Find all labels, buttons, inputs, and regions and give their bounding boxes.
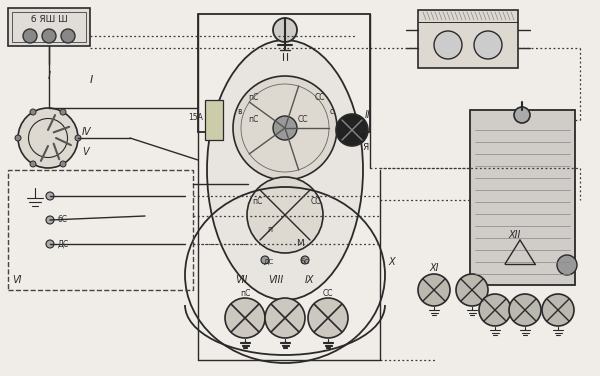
Circle shape	[514, 107, 530, 123]
Circle shape	[474, 31, 502, 59]
Circle shape	[308, 298, 348, 338]
Circle shape	[15, 135, 21, 141]
Bar	[198, 14, 370, 132]
Text: III: III	[360, 125, 368, 135]
Text: ДС: ДС	[264, 259, 274, 265]
Text: IX: IX	[305, 275, 314, 285]
Circle shape	[336, 114, 368, 146]
Bar	[12, 12, 86, 42]
Ellipse shape	[207, 40, 363, 300]
Text: V: V	[82, 147, 89, 157]
Text: I: I	[90, 75, 93, 85]
Circle shape	[61, 29, 75, 43]
Text: M: M	[296, 238, 304, 247]
Text: бС: бС	[58, 215, 68, 224]
Bar	[8, 170, 193, 290]
Text: б ЯШ Ш: б ЯШ Ш	[31, 15, 67, 24]
Circle shape	[273, 116, 297, 140]
Text: IV: IV	[82, 127, 91, 137]
Text: Я: Я	[362, 144, 368, 153]
Circle shape	[225, 298, 265, 338]
Circle shape	[60, 109, 66, 115]
Text: XI: XI	[429, 263, 439, 273]
Bar	[418, 10, 518, 68]
Circle shape	[233, 76, 337, 180]
Text: с: с	[330, 108, 334, 117]
Text: ДС: ДС	[58, 240, 69, 249]
Text: 15А: 15А	[188, 114, 203, 123]
Text: пС: пС	[248, 94, 258, 103]
Circle shape	[542, 294, 574, 326]
Circle shape	[18, 108, 78, 168]
Circle shape	[75, 135, 81, 141]
Circle shape	[46, 192, 54, 200]
Circle shape	[247, 177, 323, 253]
Circle shape	[273, 18, 297, 42]
Text: СС: СС	[315, 94, 325, 103]
Circle shape	[261, 256, 269, 264]
Text: пС: пС	[252, 197, 262, 206]
Circle shape	[557, 255, 577, 275]
Text: I: I	[47, 71, 50, 81]
Text: бС: бС	[301, 259, 310, 265]
Circle shape	[46, 216, 54, 224]
Text: VI: VI	[12, 275, 22, 285]
Circle shape	[23, 29, 37, 43]
Bar	[205, 100, 223, 140]
Circle shape	[30, 161, 36, 167]
Circle shape	[434, 31, 462, 59]
Text: СС: СС	[311, 197, 321, 206]
Circle shape	[30, 109, 36, 115]
Text: VIII: VIII	[268, 275, 283, 285]
Circle shape	[60, 161, 66, 167]
Text: VII: VII	[235, 275, 247, 285]
Bar	[8, 8, 90, 46]
Circle shape	[509, 294, 541, 326]
Text: в: в	[238, 108, 242, 117]
Circle shape	[42, 29, 56, 43]
Circle shape	[265, 298, 305, 338]
Circle shape	[46, 240, 54, 248]
Text: СС: СС	[323, 290, 333, 299]
Text: пС: пС	[240, 290, 250, 299]
Circle shape	[418, 274, 450, 306]
Text: п: п	[268, 226, 272, 235]
Bar	[470, 110, 575, 285]
Text: II: II	[365, 110, 371, 120]
Text: СС: СС	[298, 115, 308, 124]
Circle shape	[456, 274, 488, 306]
Text: XII: XII	[509, 230, 521, 240]
Circle shape	[301, 256, 309, 264]
Circle shape	[479, 294, 511, 326]
Text: X: X	[389, 257, 395, 267]
Text: пС: пС	[248, 115, 259, 124]
